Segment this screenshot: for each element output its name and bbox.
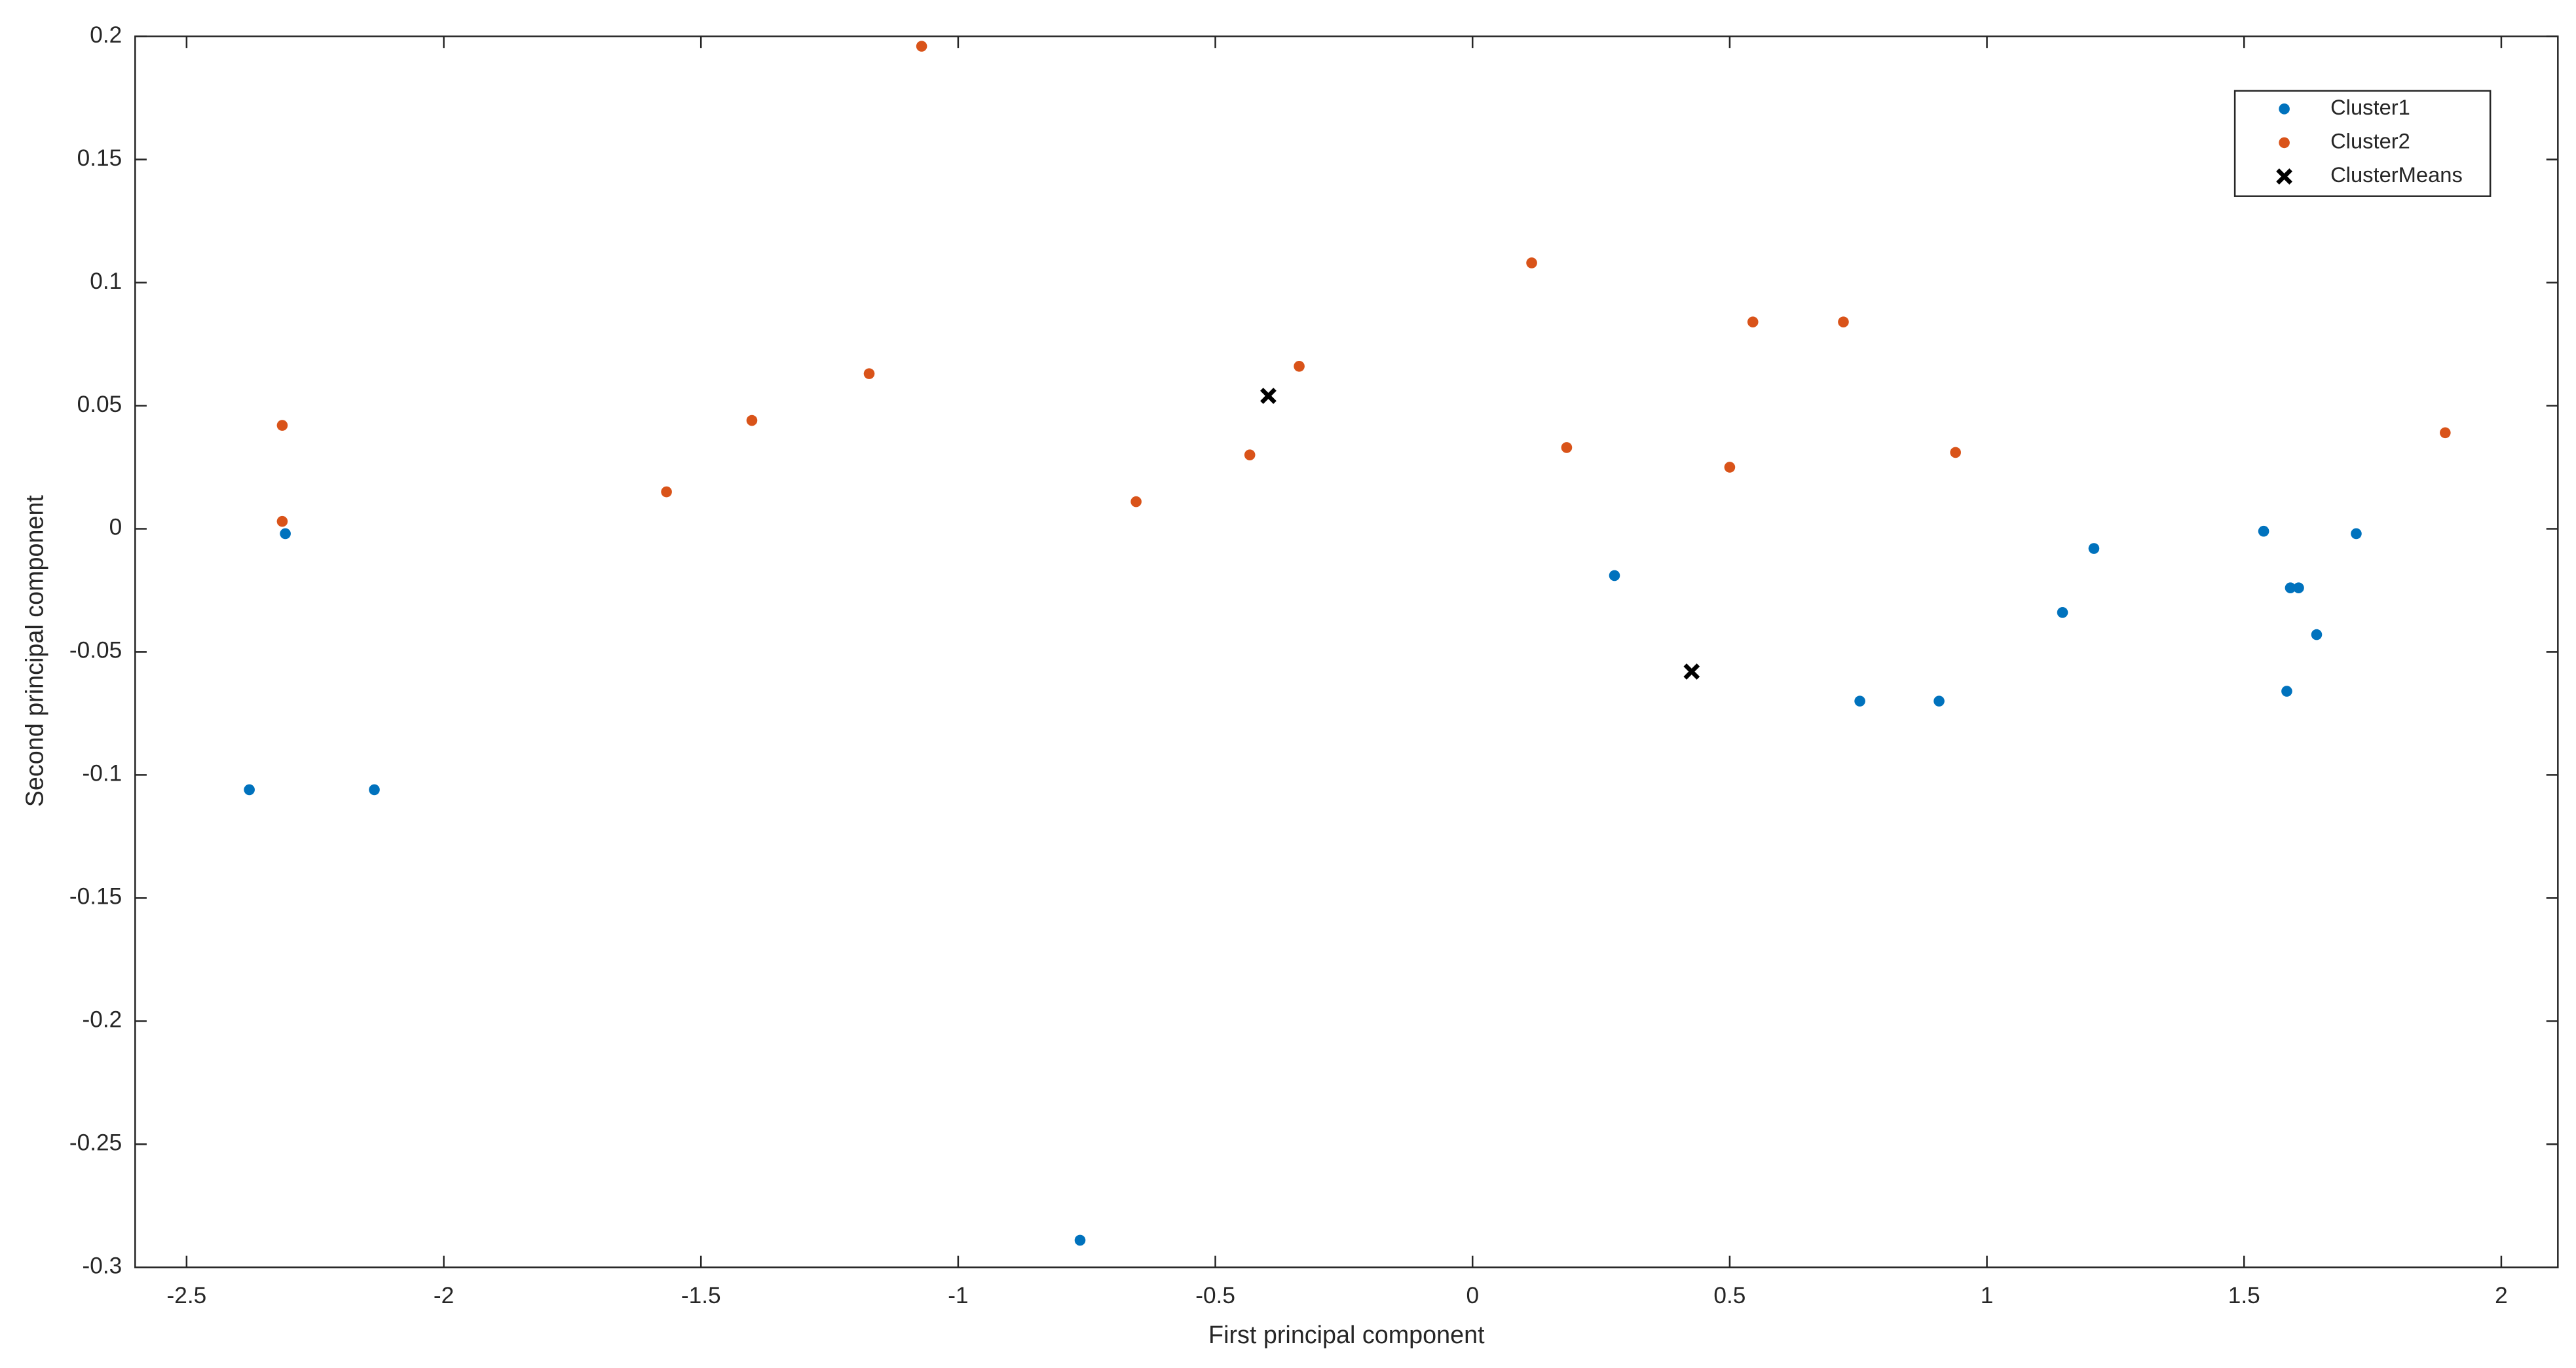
mean-marker — [1683, 663, 1700, 680]
point — [1933, 695, 1945, 707]
point — [1950, 447, 1961, 458]
point — [276, 420, 288, 431]
point — [661, 486, 672, 498]
point — [276, 515, 288, 527]
point — [244, 784, 255, 796]
point — [746, 415, 758, 426]
point — [1609, 570, 1620, 582]
point — [863, 368, 875, 379]
point — [369, 784, 380, 796]
legend: Cluster1 Cluster2 ClusterMeans — [2233, 90, 2492, 197]
y-axis-label: Second principal component — [20, 495, 48, 807]
point — [280, 528, 291, 540]
x-tick-label: 1.5 — [2228, 1283, 2260, 1308]
y-tick-label: 0.05 — [77, 392, 122, 417]
point — [2258, 525, 2269, 537]
point — [1724, 462, 1736, 473]
point — [2285, 582, 2296, 593]
point — [1838, 316, 1849, 327]
point — [2293, 582, 2304, 593]
point — [2440, 427, 2451, 439]
point — [1244, 449, 1256, 460]
point — [2088, 543, 2100, 554]
y-tick-label: -0.05 — [69, 638, 122, 663]
x-tick-label: 1 — [1981, 1283, 1994, 1308]
point — [1854, 695, 1865, 707]
plot-frame — [134, 35, 2559, 1268]
y-tick-label: 0.2 — [90, 22, 122, 48]
point — [2311, 629, 2323, 640]
legend-label: Cluster2 — [2330, 129, 2410, 153]
legend-marker — [2276, 168, 2292, 185]
legend-label: ClusterMeans — [2330, 162, 2463, 187]
x-tick-label: -1 — [948, 1283, 968, 1308]
point — [1561, 442, 1573, 453]
point — [2351, 528, 2362, 540]
y-tick-label: 0 — [109, 515, 122, 540]
y-tick-label: 0.15 — [77, 145, 122, 171]
mean-marker — [1260, 388, 1277, 404]
x-tick-label: -2 — [434, 1283, 454, 1308]
x-tick-label: -0.5 — [1195, 1283, 1235, 1308]
point — [1074, 1234, 1086, 1246]
point — [1130, 496, 1142, 508]
y-tick-label: -0.25 — [69, 1130, 122, 1156]
y-tick-label: 0.1 — [90, 268, 122, 294]
legend-label: Cluster1 — [2330, 95, 2410, 119]
legend-box — [2233, 90, 2492, 197]
legend-marker — [2279, 103, 2290, 115]
y-tick-label: -0.2 — [83, 1007, 122, 1033]
legend-marker — [2279, 137, 2290, 149]
point — [916, 41, 927, 52]
x-tick-label: 2 — [2495, 1283, 2508, 1308]
x-tick-label: -1.5 — [681, 1283, 721, 1308]
point — [2281, 686, 2292, 697]
point — [1747, 316, 1759, 327]
x-tick-label: -2.5 — [167, 1283, 207, 1308]
point — [1294, 361, 1305, 372]
y-tick-label: -0.3 — [83, 1253, 122, 1279]
y-tick-label: -0.1 — [83, 761, 122, 786]
y-tick-label: -0.15 — [69, 884, 122, 910]
x-axis-label: First principal component — [1208, 1321, 1485, 1348]
x-tick-label: 0 — [1466, 1283, 1479, 1308]
x-tick-label: 0.5 — [1713, 1283, 1745, 1308]
point — [2057, 606, 2068, 618]
point — [1526, 257, 1537, 268]
